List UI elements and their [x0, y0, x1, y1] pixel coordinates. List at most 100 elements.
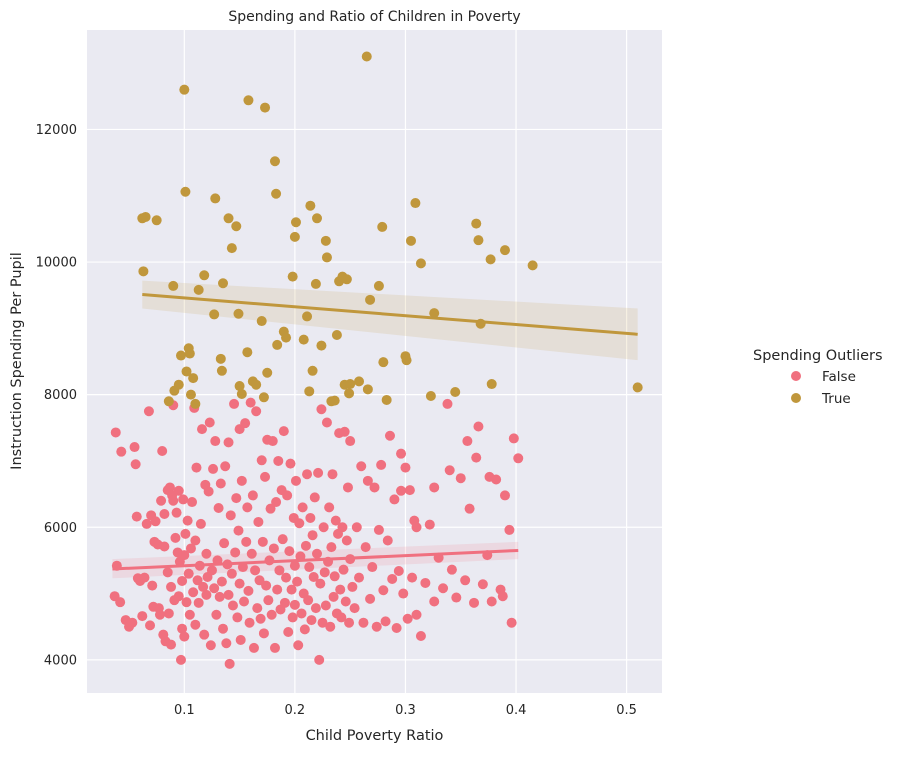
data-point-false: [282, 490, 293, 501]
data-point-false: [415, 630, 426, 641]
data-point-true: [321, 252, 332, 263]
data-point-false: [137, 611, 148, 622]
data-point-false: [250, 565, 261, 576]
data-point-false: [281, 572, 292, 583]
data-point-true: [218, 278, 229, 289]
data-point-false: [380, 616, 391, 627]
data-point-true: [302, 311, 313, 322]
data-point-false: [326, 542, 337, 553]
data-point-false: [319, 567, 330, 578]
data-point-false: [209, 583, 220, 594]
data-point-false: [260, 471, 271, 482]
data-point-false: [446, 564, 457, 575]
data-point-false: [256, 455, 267, 466]
data-point-true: [233, 308, 244, 319]
data-point-true: [471, 218, 482, 229]
data-point-false: [365, 593, 376, 604]
data-point-false: [191, 462, 202, 473]
data-point-false: [307, 530, 318, 541]
data-point-false: [236, 475, 247, 486]
data-point-true: [287, 271, 298, 282]
data-point-false: [201, 548, 212, 559]
data-point-false: [356, 461, 367, 472]
data-point-false: [393, 566, 404, 577]
data-point-false: [339, 426, 350, 437]
data-point-true: [429, 308, 440, 319]
legend-label-true: True: [821, 391, 851, 407]
data-point-true: [179, 84, 190, 95]
data-point-false: [444, 465, 455, 476]
data-point-false: [166, 581, 177, 592]
legend-label-false: False: [822, 369, 856, 385]
data-point-false: [367, 562, 378, 573]
data-point-false: [239, 596, 250, 607]
data-point-false: [244, 617, 255, 628]
x-tick-label: 0.5: [616, 703, 637, 718]
data-point-false: [283, 627, 294, 638]
data-point-true: [499, 245, 510, 256]
data-point-true: [223, 213, 234, 224]
data-point-false: [362, 475, 373, 486]
data-point-false: [229, 398, 240, 409]
data-point-false: [201, 589, 212, 600]
data-point-false: [252, 603, 263, 614]
data-point-true: [281, 332, 292, 343]
data-point-false: [164, 482, 175, 493]
data-point-false: [376, 459, 387, 470]
confidence-band-true: [142, 280, 638, 361]
y-tick-label: 6000: [44, 521, 77, 536]
data-point-false: [387, 573, 398, 584]
data-point-false: [219, 538, 230, 549]
data-point-false: [245, 397, 256, 408]
data-point-false: [451, 592, 462, 603]
data-point-false: [396, 485, 407, 496]
data-point-true: [310, 278, 321, 289]
data-point-true: [262, 367, 273, 378]
data-point-true: [365, 294, 376, 305]
data-point-false: [157, 446, 168, 457]
data-point-false: [268, 543, 279, 554]
x-tick-label: 0.2: [285, 703, 306, 718]
data-point-false: [182, 515, 193, 526]
data-point-false: [460, 575, 471, 586]
data-point-true: [307, 365, 318, 376]
x-tick-label: 0.3: [395, 703, 416, 718]
data-point-false: [351, 522, 362, 533]
data-point-false: [223, 589, 234, 600]
data-point-false: [115, 597, 126, 608]
data-point-false: [156, 495, 167, 506]
data-point-false: [396, 448, 407, 459]
data-point-true: [256, 316, 267, 327]
y-tick-label: 8000: [44, 388, 77, 403]
data-point-true: [258, 392, 269, 403]
data-point-false: [373, 524, 384, 535]
y-tick-label: 4000: [44, 653, 77, 668]
data-point-false: [265, 503, 276, 514]
data-point-true: [242, 347, 253, 358]
data-point-false: [285, 458, 296, 469]
data-point-false: [147, 580, 158, 591]
data-point-true: [344, 388, 355, 399]
data-point-false: [279, 597, 290, 608]
data-point-false: [246, 548, 257, 559]
data-point-false: [310, 603, 321, 614]
data-point-false: [240, 418, 251, 429]
data-point-false: [407, 572, 418, 583]
data-point-false: [188, 587, 199, 598]
data-point-false: [204, 417, 215, 428]
data-point-true: [234, 381, 245, 392]
data-point-false: [184, 609, 195, 620]
data-point-true: [298, 334, 309, 345]
data-point-true: [163, 396, 174, 407]
data-point-false: [345, 436, 356, 447]
data-point-false: [471, 452, 482, 463]
data-point-true: [173, 379, 184, 390]
data-point-false: [484, 471, 495, 482]
data-point-false: [266, 609, 277, 620]
data-point-false: [257, 536, 268, 547]
data-point-true: [269, 156, 280, 167]
data-point-false: [210, 436, 221, 447]
data-point-true: [425, 390, 436, 401]
data-point-false: [324, 502, 335, 513]
